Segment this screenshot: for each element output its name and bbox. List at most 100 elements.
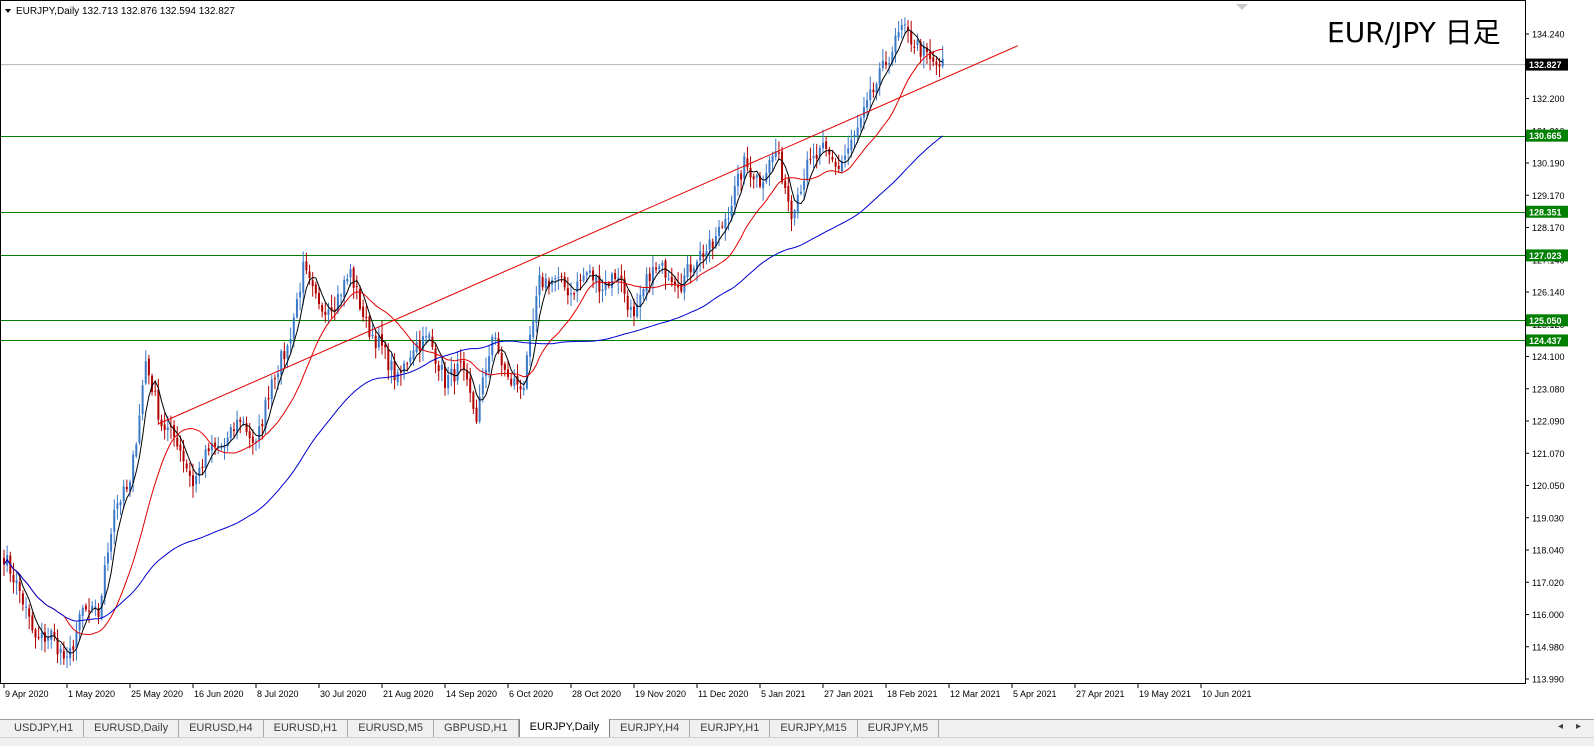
candle-body xyxy=(188,470,191,476)
candle-body xyxy=(799,191,802,194)
x-tick-label: 27 Jan 2021 xyxy=(824,689,874,699)
candle-body xyxy=(106,552,109,564)
candle-body xyxy=(431,336,434,347)
candle-body xyxy=(881,60,884,69)
price-chart[interactable]: 134.240133.220132.200131.210130.190129.1… xyxy=(0,0,1594,719)
shift-marker-icon xyxy=(1236,4,1248,10)
tab-usdjpy-h1[interactable]: USDJPY,H1 xyxy=(4,720,85,737)
candle-body xyxy=(759,175,761,187)
chart-title: EUR/JPY 日足 xyxy=(1327,16,1501,49)
trend-line[interactable] xyxy=(158,45,1018,425)
y-tick-label: 117.020 xyxy=(1532,578,1564,588)
candle-body xyxy=(110,534,113,552)
candle-body xyxy=(484,369,487,376)
candle-body xyxy=(210,442,213,451)
tab-eurjpy-h4[interactable]: EURJPY,H4 xyxy=(610,720,691,737)
candle-body xyxy=(377,336,380,348)
y-tick-label: 126.140 xyxy=(1532,288,1565,298)
candle-body xyxy=(686,263,689,278)
candle-body xyxy=(853,134,856,138)
candle-body xyxy=(866,99,869,108)
candle-body xyxy=(554,278,557,280)
candle-body xyxy=(475,407,478,422)
candle-body xyxy=(850,139,853,150)
tab-gbpusd-h1[interactable]: GBPUSD,H1 xyxy=(434,720,519,737)
candle-body xyxy=(837,165,840,170)
tab-eurusd-m5[interactable]: EURUSD,M5 xyxy=(348,720,435,737)
chart-header: EURJPY,Daily 132.713 132.876 132.594 132… xyxy=(16,6,235,17)
candle-body xyxy=(598,275,601,292)
candle-body xyxy=(522,387,525,391)
candle-body xyxy=(563,276,566,288)
candle-body xyxy=(292,317,295,339)
header-dropdown-icon[interactable] xyxy=(5,9,11,13)
candle-body xyxy=(135,444,138,457)
tab-eurjpy-daily[interactable]: EURJPY,Daily xyxy=(518,719,611,739)
candle-body xyxy=(384,344,387,348)
candle-body xyxy=(138,415,141,443)
candle-body xyxy=(437,365,440,372)
candle-body xyxy=(151,375,154,392)
level-price-tag: 130.665 xyxy=(1529,131,1562,141)
x-tick-label: 25 May 2020 xyxy=(131,689,183,699)
candle-body xyxy=(56,638,59,655)
candle-body xyxy=(661,262,664,266)
candle-body xyxy=(806,159,809,181)
candle-body xyxy=(481,377,484,395)
candle-body xyxy=(752,176,755,180)
scroll-left-icon[interactable]: ◂ xyxy=(1558,721,1564,732)
candle-body xyxy=(929,51,932,60)
tab-eurjpy-m5[interactable]: EURJPY,M5 xyxy=(858,720,940,737)
candle-body xyxy=(844,155,847,160)
candle-body xyxy=(25,606,28,608)
candle-body xyxy=(793,210,796,218)
candle-body xyxy=(831,156,834,160)
candle-body xyxy=(192,475,194,487)
candle-body xyxy=(261,423,264,427)
scroll-right-icon[interactable]: ▸ xyxy=(1576,721,1582,732)
candle-body xyxy=(195,475,198,485)
candle-body xyxy=(43,632,46,642)
candle-body xyxy=(28,608,31,617)
candle-body xyxy=(736,173,739,187)
candle-body xyxy=(204,449,207,469)
candle-body xyxy=(242,421,245,423)
candle-body xyxy=(66,656,68,658)
candle-body xyxy=(62,650,65,659)
candle-body xyxy=(494,337,497,339)
x-tick-label: 6 Oct 2020 xyxy=(509,689,553,699)
candle-body xyxy=(544,278,547,288)
candle-body xyxy=(371,334,374,337)
y-tick-label: 130.190 xyxy=(1532,159,1565,169)
candle-body xyxy=(462,361,465,369)
candle-body xyxy=(894,35,897,53)
tab-eurusd-h1[interactable]: EURUSD,H1 xyxy=(264,720,349,737)
candle-body xyxy=(604,282,607,290)
level-price-tag-bg xyxy=(1526,314,1568,327)
x-tick-label: 12 Mar 2021 xyxy=(950,689,1001,699)
level-price-tag-bg xyxy=(1526,249,1568,262)
tab-eurusd-daily[interactable]: EURUSD,Daily xyxy=(84,720,180,737)
tab-eurjpy-h1[interactable]: EURJPY,H1 xyxy=(690,720,771,737)
tab-eurjpy-m15[interactable]: EURJPY,M15 xyxy=(770,720,858,737)
candle-body xyxy=(614,272,617,280)
candle-body xyxy=(818,147,821,157)
candle-body xyxy=(280,351,283,375)
candle-body xyxy=(834,161,837,167)
candle-body xyxy=(510,378,513,385)
candle-body xyxy=(396,372,399,383)
candle-body xyxy=(119,501,122,506)
y-tick-label: 116.000 xyxy=(1532,610,1564,620)
candle-body xyxy=(529,334,532,357)
candle-body xyxy=(258,426,261,441)
candle-body xyxy=(740,173,743,180)
x-tick-label: 5 Apr 2021 xyxy=(1013,689,1057,699)
candle-body xyxy=(295,299,298,318)
candle-body xyxy=(673,281,676,285)
x-tick-label: 5 Jan 2021 xyxy=(761,689,806,699)
candle-body xyxy=(321,305,324,312)
tab-eurusd-h4[interactable]: EURUSD,H4 xyxy=(179,720,264,737)
candle-body xyxy=(633,306,635,317)
y-tick-label: 122.090 xyxy=(1532,417,1565,427)
candle-body xyxy=(922,46,925,56)
